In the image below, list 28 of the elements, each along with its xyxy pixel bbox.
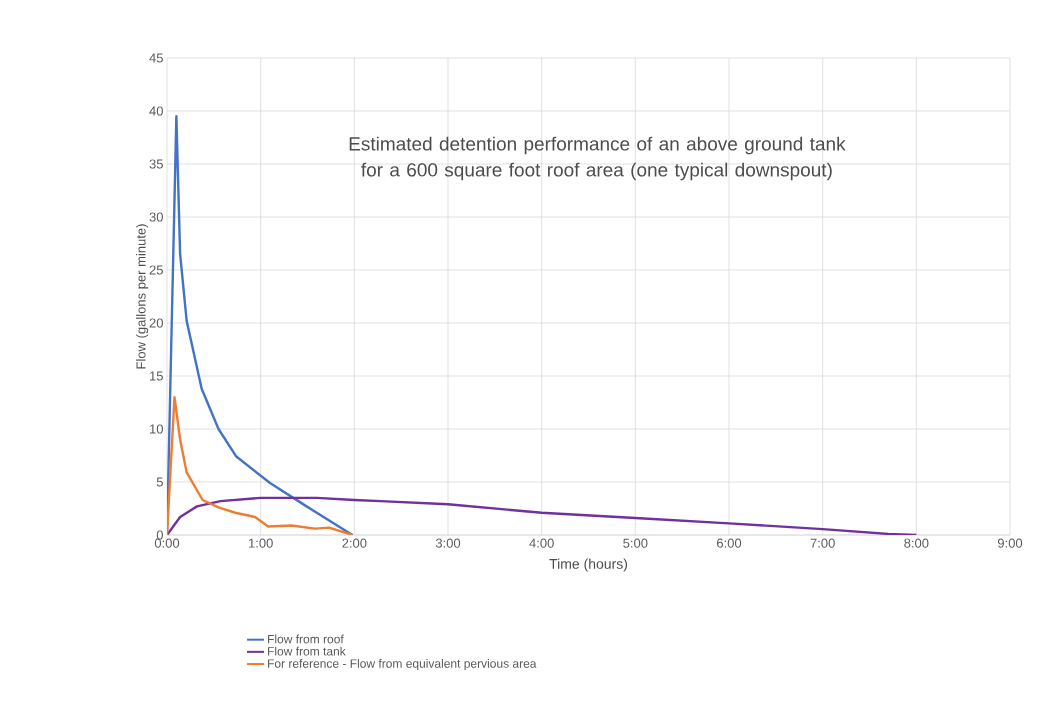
y-tick-label: 15 — [150, 371, 163, 381]
text: Estimated detention performance of an above ground tank for a 600 square foot roof area (one typical downspout) — [349, 136, 846, 181]
y-tick-label: 20 — [149, 318, 163, 328]
y-tick-label: 40 — [149, 106, 163, 116]
y-tick-label: 10 — [150, 424, 163, 434]
x-tick-label: 5:00 — [623, 538, 648, 548]
x-tick-label: 8:00 — [904, 538, 929, 548]
y-tick-label: 25 — [149, 265, 163, 275]
y-tick-label: 35 — [149, 159, 163, 169]
y-tick-label: 0 — [156, 530, 163, 540]
x-tick-label: 9:00 — [997, 538, 1023, 548]
x-tick-label: 7:00 — [810, 538, 835, 548]
legend-label: For reference - Flow from equivalent pervious area — [268, 658, 537, 671]
x-axis-title: Time (hours) — [549, 558, 628, 572]
legend-label: Flow from roof — [268, 634, 344, 644]
y-axis-title: Flow (gallons per minute) — [136, 224, 149, 369]
x-tick-label: 0:00 — [154, 538, 180, 548]
line-series — [167, 396, 354, 535]
y-tick-label: 30 — [149, 212, 163, 222]
x-tick-label: 3:00 — [435, 538, 461, 548]
legend-label: Flow from tank — [268, 646, 346, 656]
y-tick-label: 45 — [149, 53, 163, 63]
y-tick-label: 5 — [156, 477, 163, 487]
line-series — [167, 496, 918, 535]
x-tick-label: 2:00 — [342, 538, 367, 548]
x-tick-label: 4:00 — [529, 538, 554, 548]
x-tick-label: 1:00 — [249, 538, 273, 548]
x-tick-label: 6:00 — [717, 538, 742, 548]
